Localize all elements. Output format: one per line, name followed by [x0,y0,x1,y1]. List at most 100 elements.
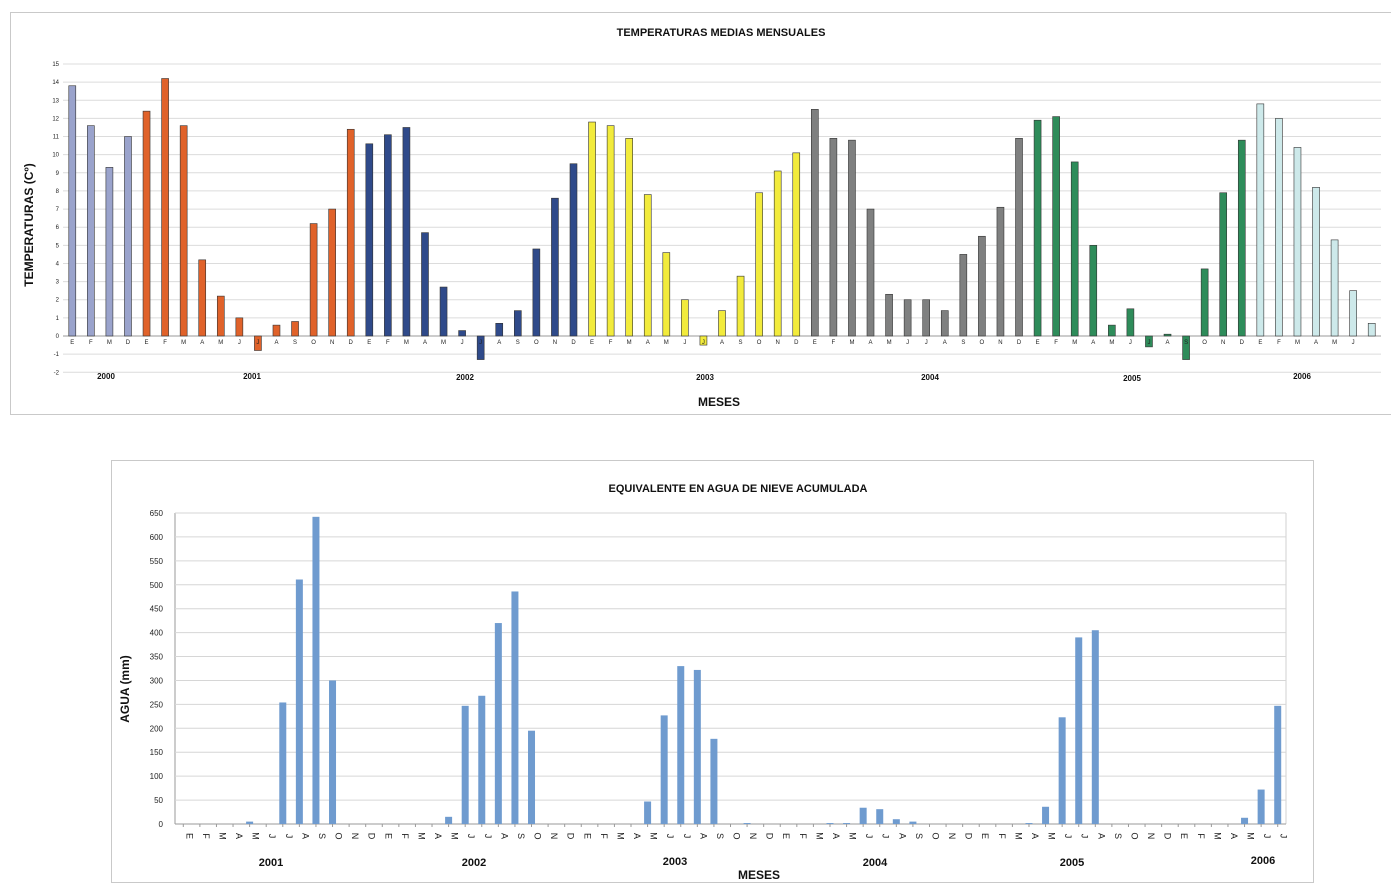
x-tick-label: A [274,340,278,346]
temperature-bar [365,143,374,337]
year-label: 2005 [1060,857,1084,869]
x-tick-label: O [533,832,543,839]
y-tick-label: 10 [52,153,59,159]
x-tick-label: O [930,832,940,839]
temperature-bar [866,208,875,337]
temperature-bar [346,128,355,337]
x-tick-label: M [1212,832,1222,840]
x-tick-label: A [831,833,841,839]
temperature-bar [328,208,336,337]
x-tick-label: A [200,340,204,346]
y-tick-label: 11 [53,135,60,141]
x-tick-label: F [1054,340,1058,346]
x-tick-label: M [1295,340,1300,346]
x-tick-label: J [925,340,928,346]
water-bar [909,821,917,824]
x-tick-label: J [479,340,482,346]
temperature-bar [1182,335,1190,360]
y-tick-label: 0 [159,820,164,829]
x-tick-label: E [590,340,594,346]
water-bar [461,705,469,824]
x-tick-label: J [483,834,493,839]
x-tick-label: N [330,340,334,346]
x-tick-label: M [887,340,892,346]
y-tick-label: 6 [56,225,60,231]
x-tick-label: S [739,340,743,346]
y-tick-label: 200 [150,724,164,733]
x-tick-label: F [798,833,808,839]
x-tick-label: J [1279,834,1289,839]
y-tick-label: 50 [154,796,163,805]
temperature-bar [1033,119,1042,337]
temperature-bar [903,299,912,337]
y-tick-label: 300 [150,676,164,685]
x-tick-label: D [349,340,354,346]
x-tick-label: J [1080,834,1090,839]
temperature-bar [309,223,318,337]
snow-water-chart-panel: EQUIVALENTE EN AGUA DE NIEVE ACUMULADA A… [111,460,1314,883]
temperature-bar [1312,187,1320,337]
x-tick-label: A [1030,833,1040,839]
year-label: 2002 [456,373,474,382]
temperature-bar [1163,333,1172,337]
temperature-bar [1200,268,1209,337]
temperature-bar [1330,239,1339,337]
temperature-bar [1052,116,1060,337]
gridlines [63,63,1381,373]
y-tick-label: 3 [56,280,60,286]
x-tick-label: N [350,833,360,840]
x-tick-label: M [814,832,824,840]
x-tick-label: J [682,834,692,839]
x-tick-label: N [748,833,758,840]
temperature-bar [68,85,77,337]
x-tick-label: E [145,340,149,346]
x-tick-label: A [1314,340,1318,346]
x-axis-label: MESES [738,868,780,882]
x-tick-label: N [947,833,957,840]
temperature-bar [1015,138,1023,337]
y-tick-label: 500 [150,581,164,590]
x-tick-label: A [300,833,310,839]
x-tick-label: S [715,833,725,839]
x-tick-label: J [238,340,241,346]
x-tick-label: N [998,340,1002,346]
x-tick-label: A [1166,340,1170,346]
x-tick-label: A [497,340,501,346]
water-bar [511,591,519,824]
x-tick-label: E [1258,340,1262,346]
temperature-bar [142,110,151,337]
chart-title: EQUIVALENTE EN AGUA DE NIEVE ACUMULADA [609,483,868,495]
temperature-bar [606,125,615,337]
temperature-bar [718,310,726,337]
temperature-bar [421,232,429,337]
x-tick-label: M [1013,832,1023,840]
x-tick-label: D [126,340,131,346]
year-label: 2000 [97,372,115,381]
x-tick-label: O [757,340,762,346]
water-bar [1025,823,1033,824]
temperature-bar [829,138,838,337]
y-tick-label: -2 [54,370,60,376]
x-tick-label: J [1129,340,1132,346]
x-tick-label: A [868,340,872,346]
x-tick-label: A [433,833,443,839]
x-tick-label: E [184,833,194,839]
water-bar [279,702,287,824]
x-tick-label: E [781,833,791,839]
water-bar [1274,705,1282,824]
temperature-bar [643,194,652,337]
x-tick-label: E [582,833,592,839]
water-bar [677,666,685,824]
y-tick-label: 9 [56,171,60,177]
temperature-bar [179,125,188,337]
y-tick-label: 7 [56,207,60,213]
temperature-bar [699,335,708,346]
x-tick-label: O [534,340,539,346]
temperature-bar [1089,245,1098,337]
temperature-bar [198,259,207,337]
x-tick-label: M [416,832,426,840]
water-bar [843,823,851,824]
year-label: 2003 [663,856,687,868]
temperature-bar [773,170,782,337]
x-tick-label: F [1196,833,1206,839]
